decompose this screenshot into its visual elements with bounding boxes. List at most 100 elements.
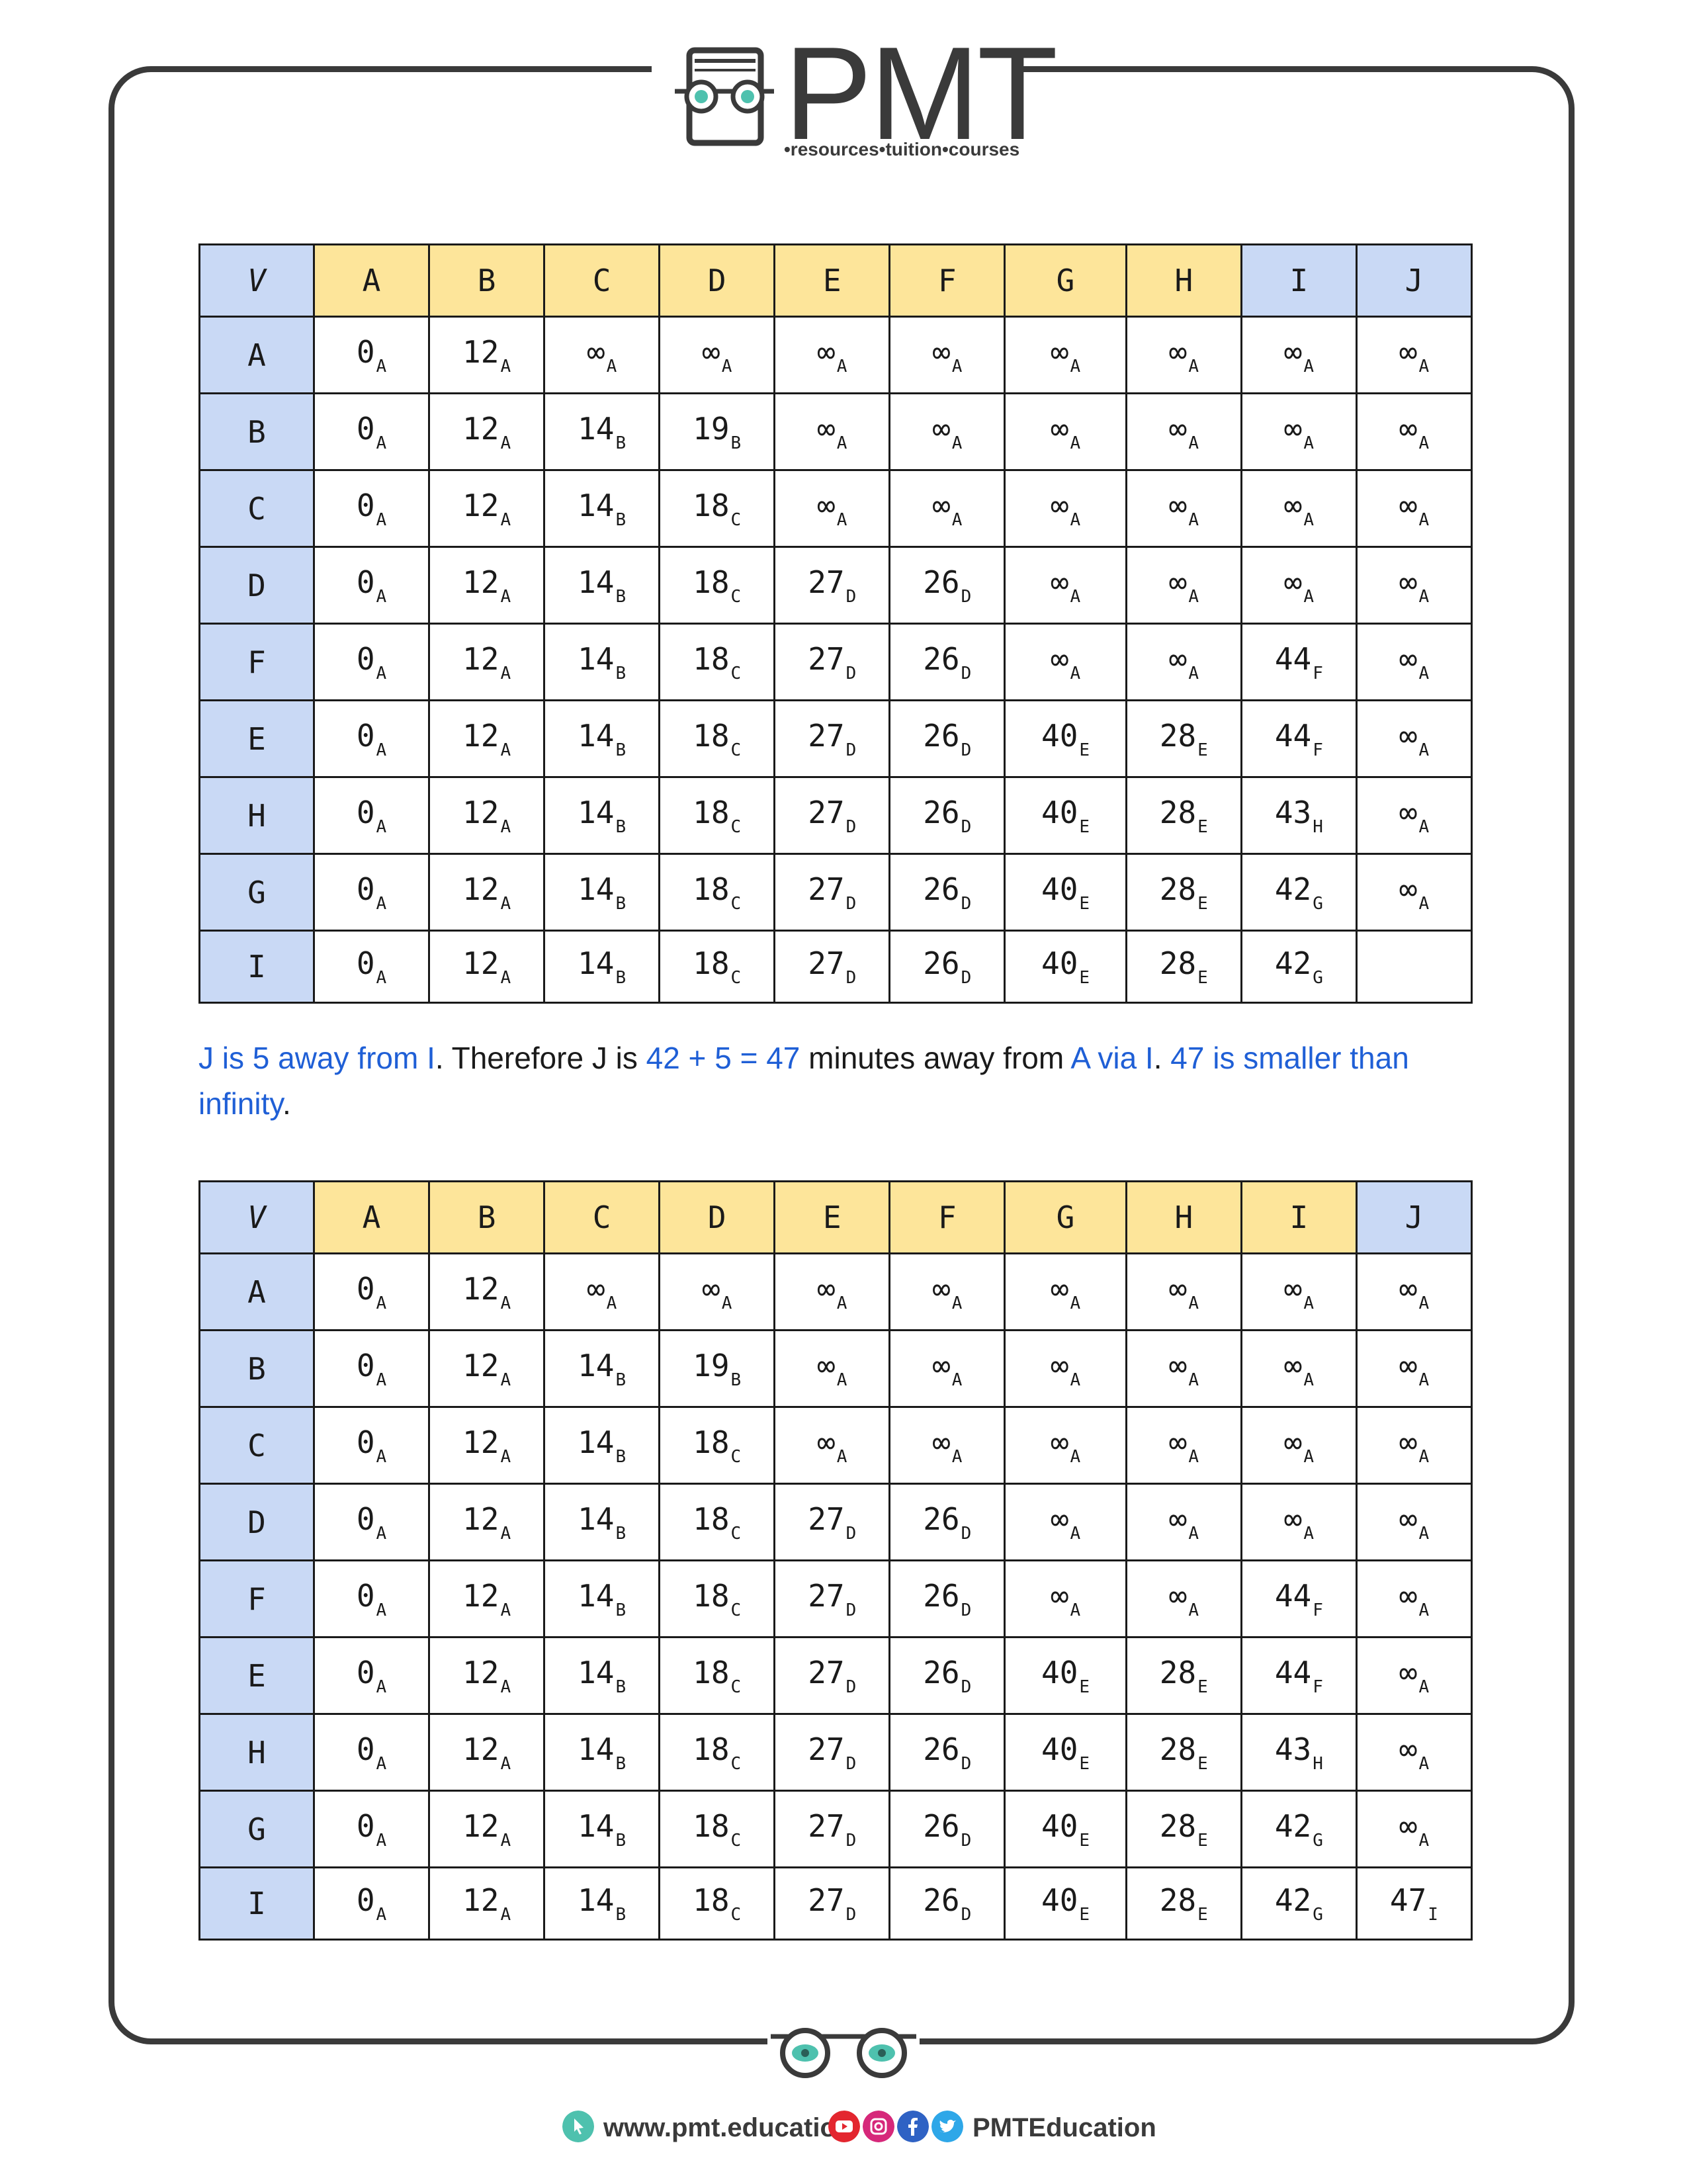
predecessor-subscript: A (951, 1370, 963, 1390)
distance-value: 12 (462, 871, 499, 907)
distance-value: 27 (808, 1654, 845, 1690)
distance-value: ∞ (1168, 333, 1188, 370)
header-cell-E: E (773, 243, 891, 318)
distance-value: 47 (1389, 1882, 1427, 1918)
row-label: A (198, 1252, 315, 1331)
distance-cell: ∞A (1355, 699, 1473, 778)
distance-value: 18 (693, 945, 730, 981)
distance-value: ∞ (1399, 1424, 1418, 1460)
distance-cell: 0A (312, 623, 431, 701)
predecessor-subscript: H (1313, 816, 1323, 837)
distance-value: ∞ (1283, 333, 1303, 370)
predecessor-subscript: A (376, 1753, 387, 1774)
predecessor-subscript: A (376, 740, 387, 760)
distance-value: ∞ (586, 1270, 605, 1307)
distance-cell: 12A (428, 1713, 546, 1792)
predecessor-subscript: A (1303, 1293, 1315, 1313)
distance-value: 40 (1041, 1882, 1078, 1918)
predecessor-subscript: G (1313, 1905, 1323, 1925)
predecessor-subscript: C (730, 509, 742, 530)
distance-cell: 0A (312, 699, 431, 778)
distance-value: ∞ (1168, 1577, 1188, 1614)
distance-cell: 12A (428, 1483, 546, 1561)
distance-value: 12 (462, 1882, 499, 1918)
distance-cell: 26D (888, 930, 1006, 1004)
distance-value: ∞ (932, 1424, 951, 1460)
predecessor-subscript: A (376, 1905, 387, 1925)
predecessor-subscript: D (845, 740, 857, 760)
distance-value: 42 (1274, 871, 1312, 907)
header-cell-C: C (543, 1180, 661, 1254)
predecessor-subscript: A (1303, 356, 1315, 376)
distance-value: ∞ (701, 333, 720, 370)
predecessor-subscript: D (845, 1677, 857, 1697)
predecessor-subscript: A (1418, 1600, 1430, 1620)
distance-value: 27 (808, 1808, 845, 1844)
distance-cell: 18C (658, 930, 776, 1004)
predecessor-subscript: C (730, 586, 742, 607)
distance-value: 26 (923, 1577, 960, 1614)
predecessor-subscript: E (1197, 968, 1208, 988)
predecessor-subscript: G (1313, 893, 1323, 914)
distance-value: 18 (693, 1808, 730, 1844)
predecessor-subscript: D (845, 586, 857, 607)
predecessor-subscript: A (500, 1446, 511, 1467)
header-cell-V: V (198, 1180, 315, 1254)
twitter-icon[interactable] (931, 2111, 963, 2142)
distance-cell: 14B (543, 1406, 661, 1485)
highlighted-text: A via I (1070, 1041, 1154, 1075)
predecessor-subscript: A (1070, 509, 1081, 530)
distance-value: ∞ (1168, 1270, 1188, 1307)
distance-value: 14 (578, 717, 615, 754)
social-handle[interactable]: PMTEducation (973, 2113, 1156, 2142)
header-cell-I: I (1240, 243, 1358, 318)
distance-value: 42 (1274, 1808, 1312, 1844)
distance-cell: ∞A (888, 392, 1006, 471)
predecessor-subscript: A (500, 509, 511, 530)
cursor-icon[interactable] (562, 2111, 594, 2142)
distance-cell: 0A (312, 1483, 431, 1561)
distance-value: 26 (923, 794, 960, 830)
distance-cell: ∞A (1355, 853, 1473, 932)
instagram-icon[interactable] (863, 2111, 894, 2142)
distance-cell: 27D (773, 623, 891, 701)
predecessor-subscript: A (836, 433, 847, 453)
distance-value: 12 (462, 794, 499, 830)
distance-value: ∞ (1283, 1347, 1303, 1383)
predecessor-subscript: E (1197, 893, 1208, 914)
youtube-icon[interactable] (828, 2111, 860, 2142)
table-row: A 0A 12A ∞A ∞A ∞A ∞A ∞A ∞A ∞A ∞A (198, 316, 1473, 394)
distance-value: ∞ (1168, 487, 1188, 523)
predecessor-subscript: A (500, 433, 511, 453)
predecessor-subscript: F (1313, 740, 1323, 760)
distance-cell: 44F (1240, 1559, 1358, 1638)
predecessor-subscript: A (376, 968, 387, 988)
distance-value: 14 (578, 1501, 615, 1537)
distance-cell: 12A (428, 1252, 546, 1331)
distance-value: ∞ (1168, 1501, 1188, 1537)
distance-value: 0 (356, 1882, 375, 1918)
predecessor-subscript: B (615, 1753, 627, 1774)
distance-value: 0 (356, 794, 375, 830)
table-row: E 0A 12A 14B 18C 27D 26D 40E 28E 44F ∞A (198, 1636, 1473, 1715)
distance-value: 26 (923, 871, 960, 907)
distance-cell: 26D (888, 623, 1006, 701)
row-label: A (198, 316, 315, 394)
distance-cell: 18C (658, 1406, 776, 1485)
predecessor-subscript: C (730, 663, 742, 683)
distance-cell: 27D (773, 1636, 891, 1715)
predecessor-subscript: A (1070, 1370, 1081, 1390)
predecessor-subscript: A (951, 1446, 963, 1467)
row-label: G (198, 1790, 315, 1868)
predecessor-subscript: B (615, 433, 627, 453)
distance-cell: ∞A (1355, 1713, 1473, 1792)
glasses-icon (771, 2028, 916, 2078)
distance-value: ∞ (1168, 564, 1188, 600)
distance-cell: 12A (428, 469, 546, 548)
facebook-icon[interactable] (897, 2111, 929, 2142)
distance-cell: ∞A (773, 392, 891, 471)
distance-cell: ∞A (543, 1252, 661, 1331)
website-link[interactable]: www.pmt.education (603, 2113, 853, 2142)
distance-value: 12 (462, 1347, 499, 1383)
distance-cell: 0A (312, 546, 431, 625)
